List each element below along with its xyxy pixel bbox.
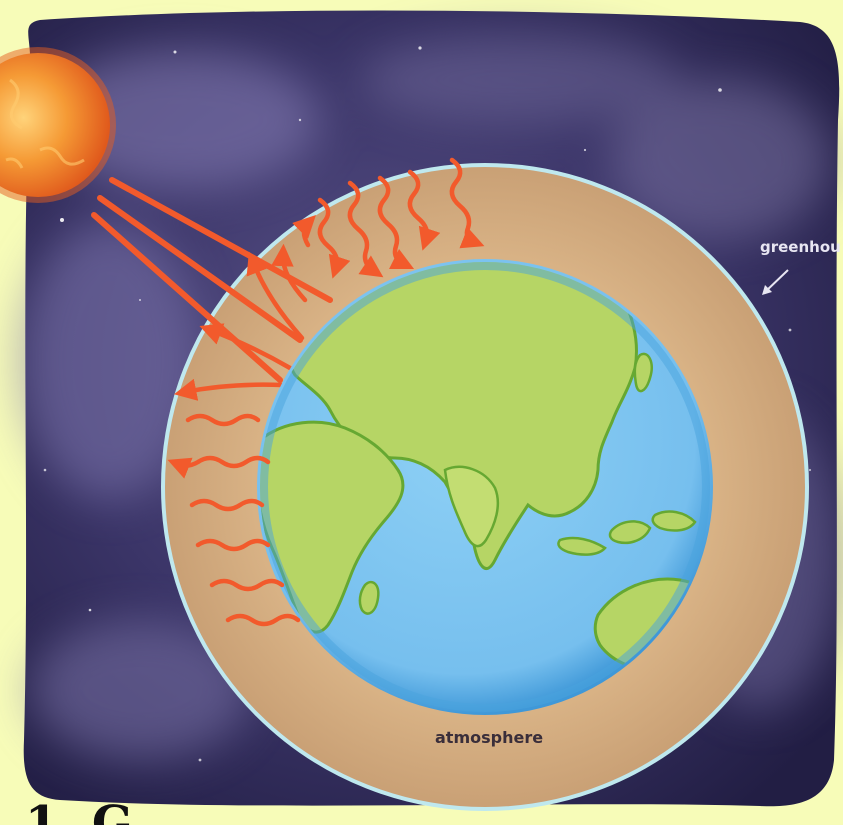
sun-icon: [0, 47, 116, 203]
land-japan: [633, 352, 653, 393]
reflected-arrows: [173, 243, 308, 401]
land-indonesia: [557, 510, 697, 556]
land-madagascar: [358, 580, 380, 615]
land-india: [443, 465, 500, 548]
stars: [43, 46, 812, 772]
incoming-sunlight-arrows: [91, 177, 333, 383]
greenhouse-label: greenhou: [760, 238, 841, 256]
atmosphere-label: atmosphere: [435, 728, 543, 747]
bottom-handwriting: 1. G: [25, 796, 133, 825]
earth-globe-icon: [257, 259, 713, 715]
greenhouse-label-group: greenhou: [760, 238, 841, 295]
left-heat-waves: [167, 413, 301, 627]
nebula-haze: [20, 35, 840, 760]
top-heat-waves: [292, 157, 485, 279]
